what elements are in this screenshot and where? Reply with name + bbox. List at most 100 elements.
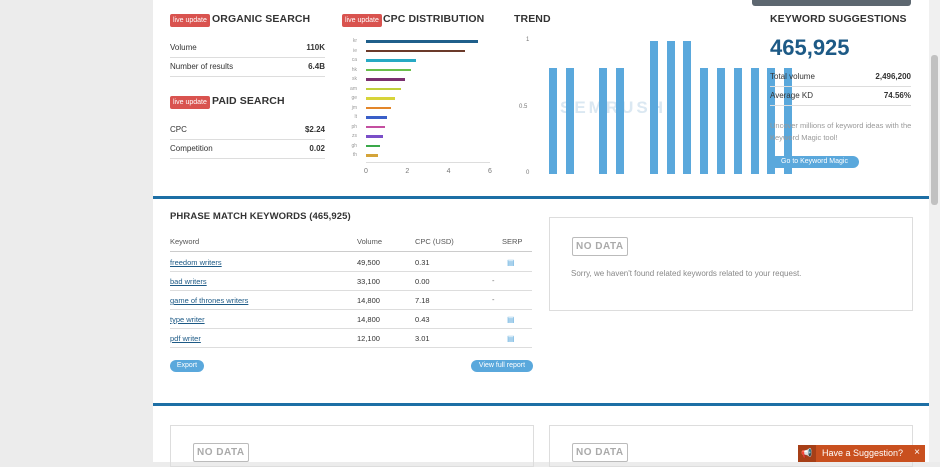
keyword-magic-info: Uncover millions of keyword ideas with t…	[770, 121, 912, 142]
row-label: Number of results	[170, 62, 234, 71]
view-full-report-button[interactable]: View full report	[471, 360, 533, 372]
country-label: gh	[351, 142, 357, 149]
table-row: freedom writers 49,500 0.31 ▤	[170, 252, 532, 272]
volume-cell: 49,500	[357, 258, 380, 267]
scrollbar[interactable]	[929, 0, 940, 462]
trend-bar	[784, 67, 793, 174]
cpc-bar	[366, 68, 412, 72]
country-label: ca	[351, 57, 357, 63]
y-tick-label: 0	[526, 170, 530, 176]
cpc-cell: 7.18	[415, 296, 430, 305]
keyword-link[interactable]: game of thrones writers	[170, 296, 249, 305]
average-kd-row: Average KD 74.56%	[770, 86, 911, 106]
live-update-badge: live update	[170, 96, 210, 109]
country-label: kr	[352, 38, 357, 44]
cpc-cell: 3.01	[415, 334, 430, 343]
row-value: $2.24	[304, 125, 325, 134]
organic-search-title: ORGANIC SEARCH	[212, 13, 311, 25]
report-panel	[153, 0, 929, 462]
megaphone-icon: 📢	[798, 445, 816, 462]
phrase-match-title: PHRASE MATCH KEYWORDS (465,925)	[170, 211, 351, 222]
trend-title: TREND	[514, 13, 551, 25]
cpc-bar	[366, 40, 478, 43]
table-header-divider	[170, 251, 532, 252]
volume-cell: 14,800	[357, 315, 380, 324]
paid-cpc-row: CPC $2.24	[170, 120, 325, 140]
row-value: 74.56%	[883, 91, 911, 100]
country-label: am	[350, 85, 357, 92]
serp-icon[interactable]: ▤	[507, 258, 515, 267]
y-tick-label: 0.5	[519, 103, 528, 110]
volume-cell: 12,100	[357, 334, 380, 343]
cpc-cell: 0.31	[415, 258, 430, 267]
cpc-bar	[366, 97, 395, 100]
country-label: sk	[352, 76, 357, 82]
serp-icon[interactable]: ▤	[507, 315, 515, 324]
total-volume-row: Total volume 2,496,200	[770, 67, 911, 87]
table-row: game of thrones writers 14,800 7.18 -	[170, 290, 532, 310]
col-header-volume: Volume	[357, 237, 383, 246]
scroll-thumb[interactable]	[931, 55, 938, 205]
keyword-link[interactable]: freedom writers	[170, 258, 222, 267]
country-label: th	[352, 152, 357, 158]
cpc-cell: 0.00	[415, 277, 430, 286]
cpc-bar	[366, 106, 391, 110]
bottom-left-box: NO DATA	[170, 425, 534, 467]
close-icon[interactable]: ×	[914, 447, 920, 458]
keyword-link[interactable]: bad writers	[170, 277, 207, 286]
organic-volume-row: Volume 110K	[170, 38, 325, 58]
section-divider	[153, 403, 929, 406]
country-label: ge	[351, 95, 357, 101]
suggestion-label: Have a Suggestion?	[822, 448, 904, 458]
row-value: 0.02	[309, 144, 325, 153]
trend-bar	[683, 41, 692, 174]
live-update-badge: live update	[170, 14, 210, 27]
trend-bar	[733, 67, 742, 174]
trend-bar	[717, 67, 725, 174]
x-tick-label: 2	[405, 168, 410, 175]
trend-bar	[565, 67, 574, 174]
country-label: ph	[351, 123, 357, 130]
serp-icon[interactable]: ▤	[507, 334, 515, 343]
country-label: jm	[351, 104, 357, 111]
cpc-bar	[366, 154, 379, 157]
keyword-suggestions-title: KEYWORD SUGGESTIONS	[770, 13, 907, 25]
export-button[interactable]: Export	[170, 360, 204, 372]
row-label: Volume	[170, 43, 197, 52]
keyword-link[interactable]: type writer	[170, 315, 205, 324]
cpc-bar	[366, 135, 383, 138]
country-label: ie	[353, 47, 357, 54]
row-label: Competition	[170, 144, 213, 153]
row-label: Total volume	[770, 72, 815, 81]
y-tick-label: 1	[526, 37, 530, 43]
trend-bar	[750, 67, 759, 174]
section-divider	[153, 196, 929, 199]
trend-bar	[767, 67, 776, 174]
trend-bar	[649, 41, 658, 174]
trend-bar	[599, 67, 608, 174]
country-label: zs	[352, 133, 357, 139]
trend-bar	[549, 67, 557, 174]
col-header-keyword: Keyword	[170, 237, 200, 246]
paid-search-title: PAID SEARCH	[212, 95, 285, 107]
go-to-keyword-magic-button[interactable]: Go to Keyword Magic	[770, 156, 859, 168]
cpc-cell: 0.43	[415, 315, 430, 324]
row-value: 110K	[306, 43, 325, 52]
cpc-bar	[366, 144, 381, 148]
x-tick-label: 4	[446, 168, 451, 175]
cpc-bar	[366, 125, 385, 129]
suggestions-count: 465,925	[770, 35, 850, 60]
semrush-watermark: SEMRUSH	[560, 98, 667, 117]
volume-cell: 33,100	[357, 277, 380, 286]
suggestion-widget[interactable]: 📢 Have a Suggestion? ×	[798, 445, 925, 462]
x-axis-line	[366, 162, 490, 163]
trend-bar	[666, 41, 675, 174]
cpc-distribution-title: CPC DISTRIBUTION	[383, 13, 485, 25]
organic-results-row: Number of results 6.4B	[170, 57, 325, 77]
serp-empty: -	[492, 295, 495, 304]
top-button[interactable]	[752, 0, 911, 6]
no-data-stamp: NO DATA	[572, 443, 628, 462]
related-keywords-box: NO DATA Sorry, we haven't found related …	[549, 217, 913, 311]
keyword-link[interactable]: pdf writer	[170, 334, 201, 343]
x-tick-label: 0	[364, 168, 368, 175]
